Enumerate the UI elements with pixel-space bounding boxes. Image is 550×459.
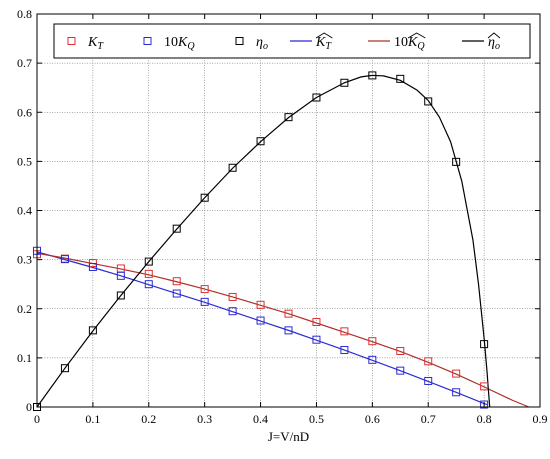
legend-label: 10KQ — [394, 35, 425, 52]
data-point — [284, 326, 293, 335]
data-point — [396, 74, 405, 83]
data-point — [424, 376, 433, 385]
x-axis-label: J=V/nD — [268, 429, 309, 444]
legend-hat — [407, 32, 426, 39]
y-tick-label: 0.1 — [17, 351, 32, 365]
data-point — [312, 335, 321, 344]
x-tick-label: 0 — [34, 412, 40, 426]
data-point — [172, 277, 181, 286]
series-layer — [33, 71, 530, 411]
data-point — [256, 300, 265, 309]
x-tick-label: 0.2 — [141, 412, 156, 426]
legend-label: ηo — [256, 35, 268, 52]
legend-label: KT — [315, 35, 332, 52]
legend-label: ηo — [488, 35, 500, 52]
legend-hat — [487, 32, 501, 39]
data-point — [144, 269, 153, 278]
legend-label: KT — [87, 35, 104, 52]
x-tick-label: 0.5 — [309, 412, 324, 426]
y-tick-label: 0.3 — [17, 253, 32, 267]
y-tick-label: 0.7 — [17, 56, 32, 70]
data-point — [312, 318, 321, 327]
data-point — [480, 340, 489, 349]
series-line-3 — [36, 251, 488, 406]
data-point — [172, 224, 181, 233]
data-point — [200, 297, 209, 306]
series-line-5 — [36, 74, 491, 408]
y-tick-label: 0.4 — [17, 204, 32, 218]
data-point — [88, 262, 97, 271]
y-tick-label: 0.8 — [17, 7, 32, 21]
data-point — [452, 369, 461, 378]
x-tick-label: 0.1 — [85, 412, 100, 426]
data-point — [284, 309, 293, 318]
data-point — [172, 289, 181, 298]
data-point — [480, 400, 489, 409]
data-point — [340, 327, 349, 336]
y-tick-label: 0.2 — [17, 302, 32, 316]
x-tick-label: 0.6 — [365, 412, 380, 426]
x-tick-label: 0.4 — [253, 412, 268, 426]
data-point — [312, 93, 321, 102]
data-point — [256, 137, 265, 146]
data-point — [452, 157, 461, 166]
grid — [37, 60, 540, 407]
legend: KT 10KQ ηo KT 10KQ ηo — [53, 23, 531, 59]
data-point — [368, 337, 377, 346]
data-point — [340, 78, 349, 87]
ticks: 0 0.1 0.2 0.3 0.4 0.5 0.6 0.7 0.8 0.9 0 0.1 0.2 0.3 0.… — [17, 7, 548, 426]
x-tick-label: 0.3 — [197, 412, 212, 426]
data-point — [284, 113, 293, 122]
data-point — [116, 271, 125, 280]
data-point — [200, 193, 209, 202]
legend-marker — [143, 37, 152, 45]
data-point — [424, 357, 433, 366]
data-point — [60, 364, 69, 373]
y-tick-label: 0.6 — [17, 105, 32, 119]
legend-label: 10KQ — [164, 35, 195, 52]
x-tick-label: 0.8 — [477, 412, 492, 426]
data-point — [256, 316, 265, 325]
legend-marker — [235, 37, 244, 45]
data-point — [424, 97, 433, 106]
series-line-4 — [36, 252, 530, 408]
data-point — [116, 291, 125, 300]
x-tick-label: 0.9 — [533, 412, 548, 426]
data-point — [480, 382, 489, 391]
x-tick-label: 0.7 — [421, 412, 436, 426]
data-point — [144, 257, 153, 266]
data-point — [368, 355, 377, 364]
data-point — [396, 366, 405, 375]
y-tick-label: 0 — [26, 400, 32, 414]
data-point — [452, 388, 461, 397]
data-point — [144, 280, 153, 289]
data-point — [60, 255, 69, 264]
data-point — [228, 307, 237, 316]
data-point — [228, 163, 237, 172]
data-point — [88, 326, 97, 335]
legend-hat — [315, 32, 333, 39]
data-point — [368, 71, 377, 80]
y-tick-label: 0.5 — [17, 154, 32, 168]
data-point — [340, 346, 349, 355]
data-point — [396, 346, 405, 355]
data-point — [200, 285, 209, 294]
legend-marker — [67, 37, 76, 45]
data-point — [228, 292, 237, 301]
